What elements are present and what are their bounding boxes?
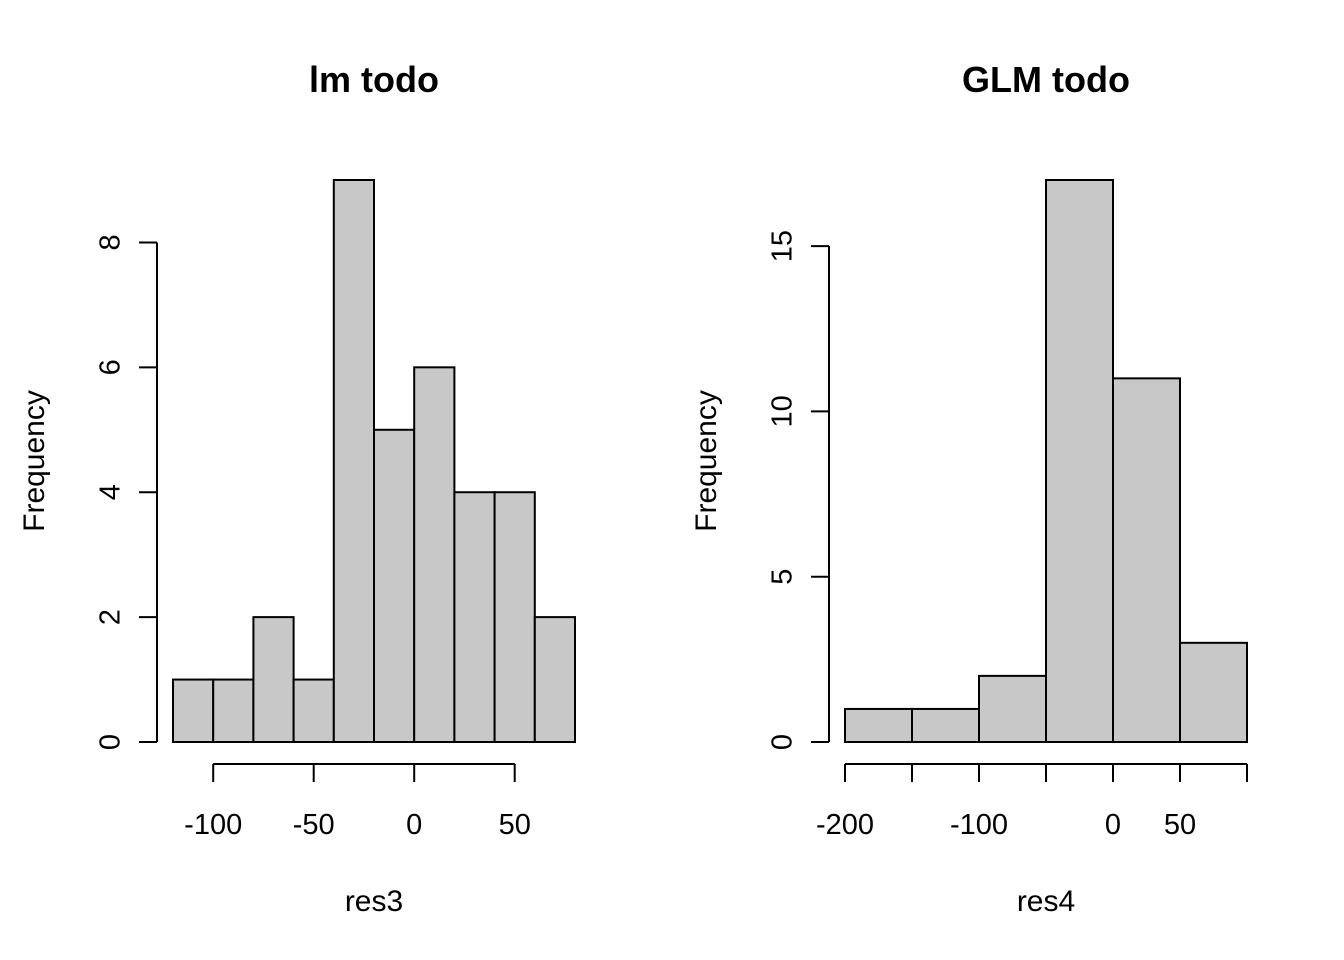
histogram-bar xyxy=(212,678,255,743)
histogram-bar xyxy=(172,678,215,743)
y-tick-label: 0 xyxy=(95,734,127,750)
chart-title: lm todo xyxy=(309,59,439,100)
histogram-bar xyxy=(978,674,1047,743)
x-axis-label: res4 xyxy=(1017,885,1075,918)
chart-panel-2: GLM todo 0 5 10 15 -200 -100 0 50 res4 Frequency xyxy=(690,59,1248,918)
y-axis-label: Frequency xyxy=(18,390,51,532)
histogram-bar xyxy=(844,707,913,743)
x-axis-label: res3 xyxy=(345,885,403,918)
x-tick-label: 0 xyxy=(406,809,422,841)
x-tick-label: -50 xyxy=(293,809,335,841)
x-tick-label: -100 xyxy=(950,809,1008,841)
x-tick-label: 0 xyxy=(1105,809,1121,841)
y-tick-label: 4 xyxy=(95,484,127,500)
histogram-bar xyxy=(911,707,980,743)
y-tick-label: 8 xyxy=(95,234,127,250)
histogram-bar xyxy=(1045,179,1114,743)
histogram-bar xyxy=(292,678,335,743)
y-tick-label: 0 xyxy=(767,734,799,750)
histogram-bar xyxy=(1112,377,1181,743)
x-tick-label: -200 xyxy=(816,809,874,841)
histogram-bar xyxy=(493,491,536,743)
chart-title: GLM todo xyxy=(962,59,1130,100)
x-tick-label: 50 xyxy=(1164,809,1196,841)
y-tick-label: 2 xyxy=(95,609,127,625)
y-tick-label: 10 xyxy=(767,395,799,427)
histogram-bar xyxy=(1179,641,1248,744)
histogram-bar xyxy=(373,428,416,743)
histogram-bar xyxy=(413,366,456,743)
histogram-bar xyxy=(332,179,375,743)
x-tick-label: 50 xyxy=(499,809,531,841)
chart-panel-1: lm todo 0 2 4 6 8 -100 -50 0 50 res3 Frequency xyxy=(18,59,576,918)
y-axis-label: Frequency xyxy=(690,390,723,532)
histogram-bar xyxy=(252,616,295,743)
y-tick-label: 15 xyxy=(767,230,799,262)
y-tick-label: 5 xyxy=(767,569,799,585)
y-tick-label: 6 xyxy=(95,359,127,375)
histogram-bar xyxy=(453,491,496,743)
x-tick-label: -100 xyxy=(184,809,242,841)
histogram-bar xyxy=(533,616,576,743)
